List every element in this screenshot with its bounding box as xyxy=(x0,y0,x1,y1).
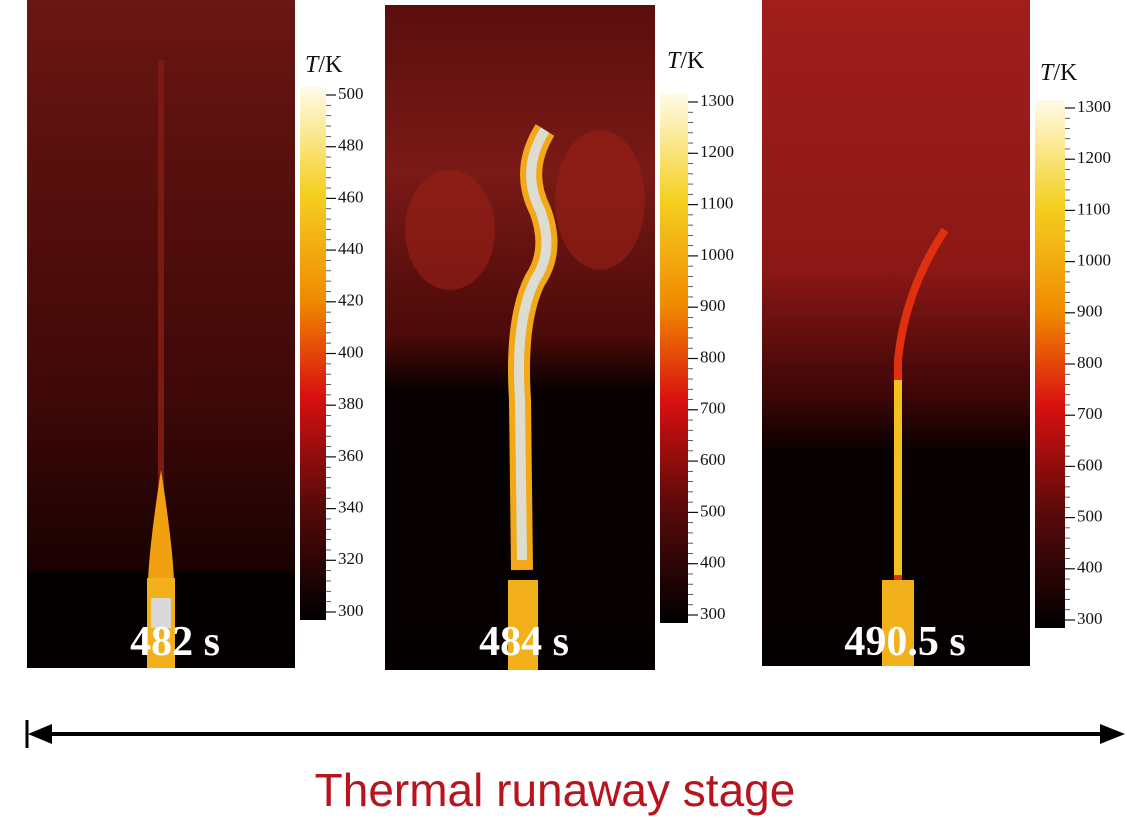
tick-label: 1300 xyxy=(1077,97,1111,116)
timeline-arrow xyxy=(27,720,1125,748)
tick-label: 300 xyxy=(700,604,726,623)
arrow-head xyxy=(1100,724,1125,744)
tick-label: 700 xyxy=(1077,404,1103,423)
tick-label: 300 xyxy=(338,601,364,620)
tick-label: 460 xyxy=(338,187,364,206)
tick-label: 1100 xyxy=(700,194,733,213)
figure: Thermal runaway stage T/K 300 320 340 360 380… xyxy=(0,0,1127,818)
colorbar-scale xyxy=(1035,100,1065,628)
tick-label: 480 xyxy=(338,136,364,155)
colorbar-scale xyxy=(300,87,326,620)
tick-label: 300 xyxy=(1077,609,1103,628)
tick-label: 500 xyxy=(1077,507,1103,526)
tick-label: 380 xyxy=(338,394,364,413)
time-label: 484 s xyxy=(479,619,569,665)
tick-label: 900 xyxy=(700,296,726,315)
tick-label: 1000 xyxy=(700,245,734,264)
tick-label: 800 xyxy=(700,347,726,366)
time-label: 482 s xyxy=(130,619,220,665)
tick-label: 600 xyxy=(700,450,726,469)
tick-label: 1200 xyxy=(1077,148,1111,167)
tick-label: 1200 xyxy=(700,142,734,161)
caption: Thermal runaway stage xyxy=(315,764,796,816)
tick-label: 400 xyxy=(338,342,364,361)
vortex xyxy=(405,170,495,290)
colorbar-title: T/K xyxy=(305,52,343,78)
tick-label: 1100 xyxy=(1077,199,1110,218)
colorbar: T/K 300 400 500 600 700 800 900 1000 1100 1200 1300 xyxy=(660,48,734,623)
colorbar-scale xyxy=(660,94,688,623)
tick-label: 600 xyxy=(1077,455,1103,474)
colorbar-unit: /K xyxy=(1053,60,1078,86)
tick-label: 500 xyxy=(700,501,726,520)
arrow-head xyxy=(28,724,52,744)
tick-label: 700 xyxy=(700,399,726,418)
tick-label: 900 xyxy=(1077,302,1103,321)
colorbar: T/K 300 320 340 360 380 400 420 440 460 480 500 xyxy=(300,52,364,620)
colorbar-title: T/K xyxy=(1040,60,1078,86)
panel-1 xyxy=(27,0,295,668)
tick-label: 1300 xyxy=(700,91,734,110)
colorbar-title: T/K xyxy=(667,48,705,74)
colorbar-unit: /K xyxy=(318,52,343,78)
tick-label: 340 xyxy=(338,498,364,517)
colorbar-unit: /K xyxy=(680,48,705,74)
time-label: 490.5 s xyxy=(844,619,965,665)
tick-label: 800 xyxy=(1077,353,1103,372)
tick-label: 360 xyxy=(338,446,364,465)
tick-label: 420 xyxy=(338,291,364,310)
colorbar: T/K 300 400 500 600 700 800 900 1000 1100 1200 1300 xyxy=(1035,60,1111,628)
tick-label: 400 xyxy=(700,553,726,572)
vortex xyxy=(555,130,645,270)
panel-2 xyxy=(385,5,655,670)
panel-3 xyxy=(762,0,1030,666)
tick-label: 1000 xyxy=(1077,251,1111,270)
tick-label: 500 xyxy=(338,84,364,103)
tick-label: 440 xyxy=(338,239,364,258)
tick-label: 320 xyxy=(338,549,364,568)
tick-label: 400 xyxy=(1077,558,1103,577)
